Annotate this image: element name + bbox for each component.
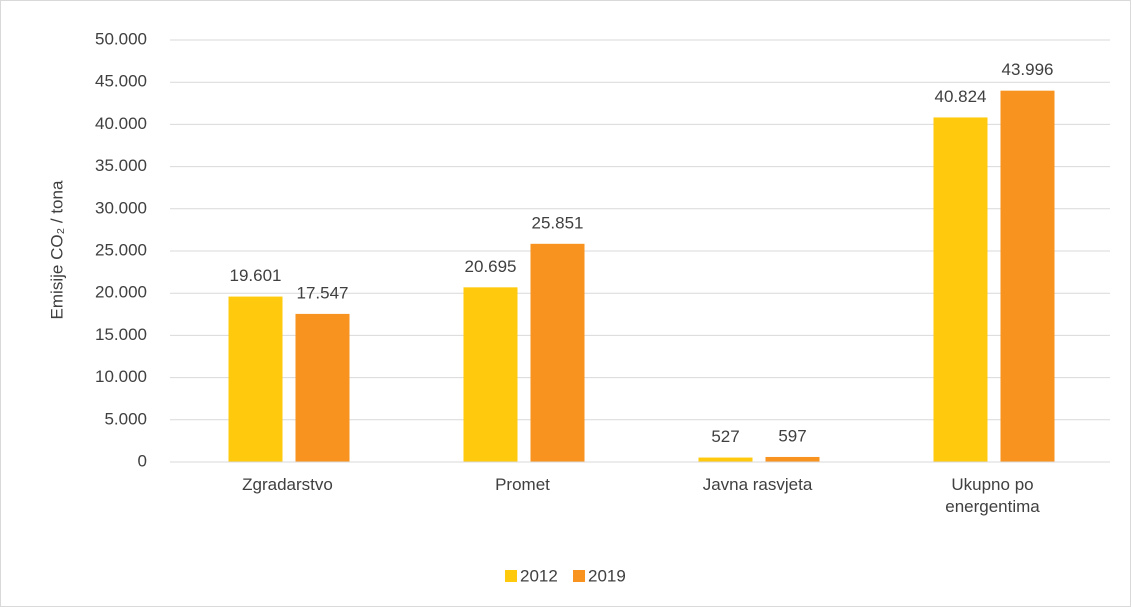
y-tick-label: 15.000 xyxy=(95,325,147,344)
y-tick-label: 10.000 xyxy=(95,367,147,386)
y-tick-label: 25.000 xyxy=(95,240,147,259)
bar xyxy=(463,287,518,462)
data-label: 527 xyxy=(711,427,739,446)
data-label: 17.547 xyxy=(297,283,349,302)
y-tick-label: 40.000 xyxy=(95,114,147,133)
bar xyxy=(228,296,283,462)
data-label: 20.695 xyxy=(465,257,517,276)
bar xyxy=(530,243,585,462)
data-label: 25.851 xyxy=(532,213,584,232)
x-tick-label: Zgradarstvo xyxy=(242,475,333,494)
y-axis-label: Emisije CO₂ / tona xyxy=(47,180,66,319)
y-tick-label: 45.000 xyxy=(95,72,147,91)
legend-swatch xyxy=(505,570,517,582)
y-tick-label: 50.000 xyxy=(95,29,147,48)
x-tick-label: Promet xyxy=(495,475,550,494)
bar xyxy=(698,457,753,462)
x-tick-label-box: Ukupno po energentima xyxy=(945,475,1040,516)
data-label: 43.996 xyxy=(1002,60,1054,79)
data-label: 597 xyxy=(778,426,806,445)
data-label: 40.824 xyxy=(935,87,987,106)
legend-label: 2019 xyxy=(588,566,626,585)
y-tick-label: 0 xyxy=(138,451,147,470)
x-tick-label: Ukupno po energentima xyxy=(945,475,1040,516)
x-tick-label-box: Zgradarstvo xyxy=(242,475,333,494)
bar xyxy=(1000,90,1055,462)
bar xyxy=(295,313,350,462)
bar xyxy=(765,456,820,462)
legend-swatch xyxy=(573,570,585,582)
y-tick-label: 20.000 xyxy=(95,283,147,302)
x-tick-label: Javna rasvjeta xyxy=(702,475,813,494)
x-tick-label-box: Promet xyxy=(495,475,550,494)
bar xyxy=(933,117,988,463)
y-tick-label: 30.000 xyxy=(95,198,147,217)
data-label: 19.601 xyxy=(230,266,282,285)
y-tick-label: 35.000 xyxy=(95,156,147,175)
legend-label: 2012 xyxy=(520,566,558,585)
x-tick-label-box: Javna rasvjeta xyxy=(702,475,813,494)
y-tick-label: 5.000 xyxy=(104,409,147,428)
